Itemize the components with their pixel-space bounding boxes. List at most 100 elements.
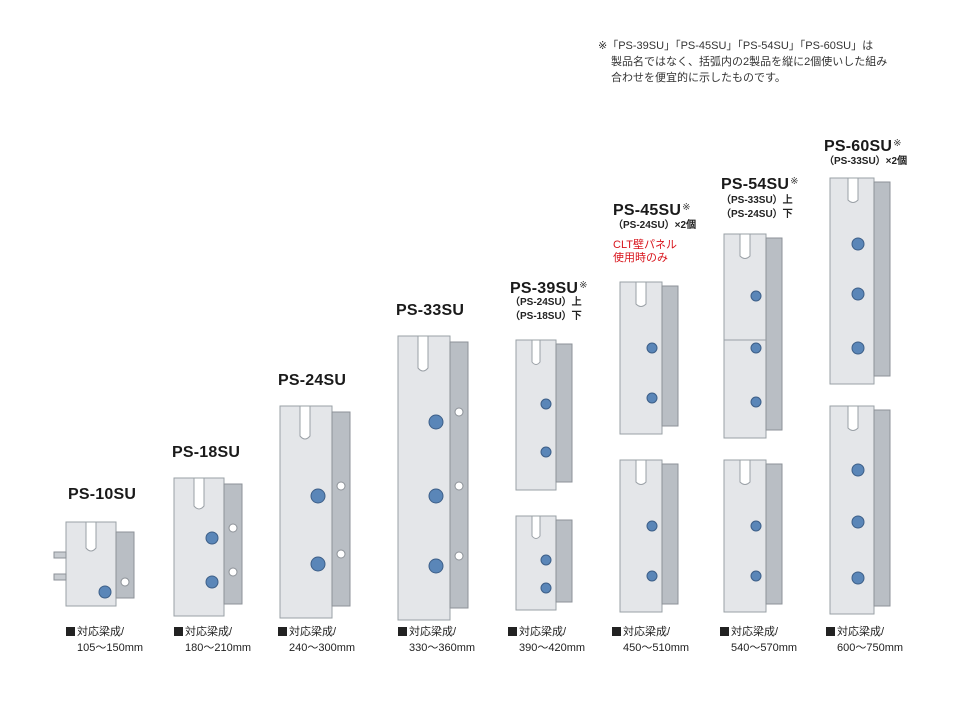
product-sub-ps39su-lower: （PS-18SU）下 [510, 311, 582, 322]
spec-ps54su: 対応梁成/ 540〜570mm [720, 624, 797, 656]
bracket-top-slot [531, 515, 541, 539]
bracket-side-plate [765, 463, 783, 605]
bracket-top-slot [299, 405, 311, 440]
beam-depth-range: 390〜420mm [519, 642, 586, 654]
bracket-side-plate [331, 411, 351, 607]
bracket-side-plate [873, 409, 891, 607]
beam-depth-range: 240〜300mm [289, 642, 356, 654]
square-bullet-icon [174, 627, 183, 636]
bracket-body [619, 281, 663, 435]
bolt-hole [428, 558, 444, 574]
bolt-hole [454, 551, 464, 561]
bolt-hole [310, 556, 326, 572]
spec-ps24su: 対応梁成/ 240〜300mm [278, 624, 355, 656]
bracket-top-slot [847, 177, 859, 203]
product-sub-ps54su-upper: （PS-33SU）上 [721, 195, 793, 206]
square-bullet-icon [66, 627, 75, 636]
bolt-hole [428, 414, 444, 430]
bracket-top-slot [531, 339, 541, 365]
beam-depth-range: 105〜150mm [77, 642, 144, 654]
product-sub-ps60su: （PS-33SU）×2個 [824, 156, 908, 167]
product-title-ps18su: PS-18SU [172, 444, 241, 461]
spec-ps10su: 対応梁成/ 105〜150mm [66, 624, 143, 656]
product-sub-ps45su: （PS-24SU）×2個 [613, 220, 697, 231]
bracket-body [829, 177, 875, 385]
bracket-image-ps39su-upper [515, 339, 573, 491]
bracket-image-ps10su [53, 521, 135, 607]
bracket-body [619, 459, 663, 613]
bolt-hole [750, 290, 762, 302]
square-bullet-icon [398, 627, 407, 636]
beam-depth-range: 600〜750mm [837, 642, 904, 654]
product-title-ps54su: PS-54SU※ [721, 176, 799, 193]
bracket-side-plate [555, 519, 573, 603]
bolt-hole [120, 577, 130, 587]
beam-depth-range: 540〜570mm [731, 642, 798, 654]
square-bullet-icon [826, 627, 835, 636]
bracket-side-plate [661, 285, 679, 427]
bolt-hole [228, 523, 238, 533]
bolt-hole [750, 570, 762, 582]
bolt-hole [851, 571, 865, 585]
bolt-hole [428, 488, 444, 504]
note-line-1: ※「PS-39SU」「PS-45SU」「PS-54SU」「PS-60SU」は [598, 40, 874, 52]
bracket-side-plate [449, 341, 469, 609]
bracket-side-plate [661, 463, 679, 605]
bolt-hole [851, 341, 865, 355]
bracket-top-slot [635, 459, 647, 485]
bolt-hole [540, 446, 552, 458]
bolt-hole [750, 342, 762, 354]
bracket-body [397, 335, 451, 621]
beam-depth-range: 180〜210mm [185, 642, 252, 654]
note-line-3: 合わせを便宜的に示したものです。 [611, 72, 786, 84]
product-title-ps24su: PS-24SU [278, 372, 347, 389]
clt-panel-note: CLT壁パネル [613, 239, 677, 251]
product-title-ps33su: PS-33SU [396, 302, 465, 319]
bracket-top-slot [635, 281, 647, 307]
bolt-hole [540, 582, 552, 594]
product-title-ps10su: PS-10SU [68, 486, 137, 503]
bracket-image-ps18su [173, 477, 243, 617]
bracket-image-ps54su-lower [723, 459, 783, 613]
bolt-hole [336, 481, 346, 491]
bracket-top-slot [847, 405, 859, 431]
spec-ps33su: 対応梁成/ 330〜360mm [398, 624, 475, 656]
bolt-hole [454, 407, 464, 417]
bolt-hole [336, 549, 346, 559]
bracket-image-ps45su-lower [619, 459, 679, 613]
square-bullet-icon [508, 627, 517, 636]
bolt-hole [646, 520, 658, 532]
bolt-hole [646, 342, 658, 354]
bracket-top-slot [417, 335, 429, 372]
bracket-tab [53, 551, 67, 559]
product-sub-ps54su-lower: （PS-24SU）下 [721, 209, 793, 220]
bolt-hole [646, 392, 658, 404]
spec-ps39su: 対応梁成/ 390〜420mm [508, 624, 585, 656]
bolt-hole [310, 488, 326, 504]
spec-ps18su: 対応梁成/ 180〜210mm [174, 624, 251, 656]
product-title-ps39su: PS-39SU※ [510, 280, 588, 297]
bracket-top-slot [739, 459, 751, 485]
square-bullet-icon [278, 627, 287, 636]
bracket-image-ps33su [397, 335, 469, 621]
bolt-hole [851, 287, 865, 301]
beam-depth-range: 330〜360mm [409, 642, 476, 654]
bolt-hole [851, 515, 865, 529]
bolt-hole [454, 481, 464, 491]
bracket-side-plate [555, 343, 573, 483]
spec-ps45su: 対応梁成/ 450〜510mm [612, 624, 689, 656]
bolt-hole [851, 237, 865, 251]
bracket-image-ps45su-upper [619, 281, 679, 435]
bolt-hole [98, 585, 112, 599]
bolt-hole [540, 554, 552, 566]
bracket-side-plate [223, 483, 243, 605]
square-bullet-icon [720, 627, 729, 636]
clt-panel-note-2: 使用時のみ [613, 252, 668, 264]
bolt-hole [750, 396, 762, 408]
bracket-top-slot [193, 477, 205, 510]
bolt-hole [750, 520, 762, 532]
bracket-top-slot [739, 233, 751, 259]
bracket-body [723, 233, 767, 439]
bolt-hole [205, 531, 219, 545]
product-sub-ps39su-upper: （PS-24SU）上 [510, 297, 582, 308]
